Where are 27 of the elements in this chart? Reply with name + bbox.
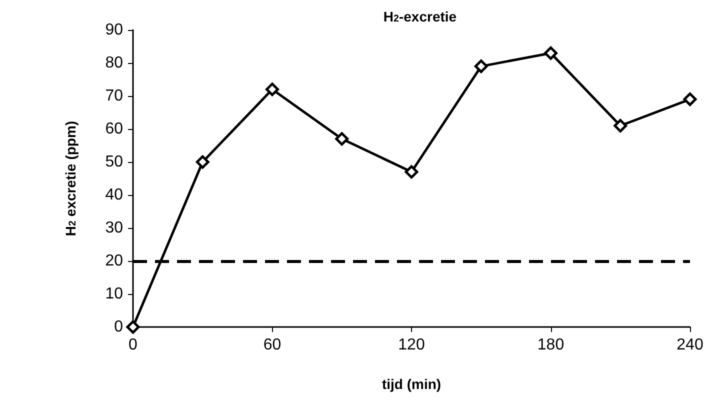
y-tick-label: 70 bbox=[105, 88, 124, 104]
x-tick-label: 180 bbox=[537, 336, 564, 354]
y-tick-label: 80 bbox=[105, 54, 124, 72]
point bbox=[614, 118, 628, 132]
chart-title: H2-excretie bbox=[383, 8, 457, 24]
y-tick-label: 0 bbox=[114, 318, 124, 336]
x-tick-label: 0 bbox=[128, 336, 138, 354]
x-axis-title: tijd (min) bbox=[382, 376, 442, 392]
point bbox=[683, 92, 697, 106]
y-tick-label: 60 bbox=[105, 120, 124, 138]
point bbox=[126, 320, 140, 334]
x-tick-label: 60 bbox=[263, 336, 282, 354]
y-tick-label: 30 bbox=[105, 220, 124, 236]
y-tick-label: 90 bbox=[105, 22, 124, 38]
y-tick-label: 10 bbox=[105, 286, 124, 302]
point bbox=[196, 155, 210, 169]
point bbox=[335, 132, 349, 146]
y-axis-title: H2 excretie (ppm) bbox=[62, 120, 79, 236]
point bbox=[404, 165, 418, 179]
y-tick-label: 20 bbox=[105, 252, 124, 270]
x-tick-label: 240 bbox=[676, 336, 704, 354]
y-tick-label: 40 bbox=[105, 186, 124, 204]
y-tick-label: 50 bbox=[105, 154, 124, 170]
point bbox=[266, 82, 279, 96]
point bbox=[474, 60, 488, 74]
x-tick-label: 120 bbox=[398, 336, 425, 354]
point bbox=[544, 46, 558, 60]
